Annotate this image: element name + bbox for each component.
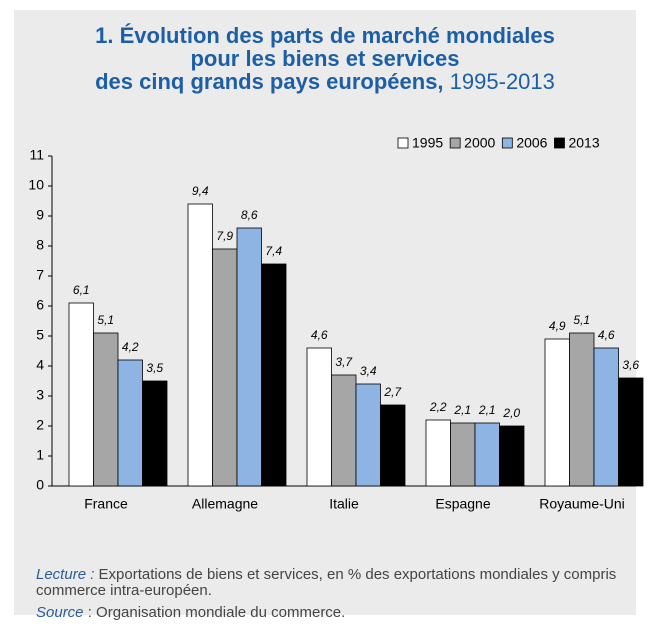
bar xyxy=(380,404,406,487)
bar xyxy=(117,359,143,487)
note: Source : Organisation mondiale du commer… xyxy=(36,605,620,621)
bar xyxy=(261,263,287,487)
y-tick-label: 7 xyxy=(36,267,44,283)
y-tick-label: 5 xyxy=(36,327,44,343)
bar xyxy=(474,422,500,487)
x-tick-label: France xyxy=(84,496,128,512)
note-label: Lecture : xyxy=(36,566,95,583)
note-text: Exportations de biens et services, en % … xyxy=(36,566,617,599)
title-line: pour les biens et services xyxy=(190,46,460,71)
y-tick-label: 6 xyxy=(36,297,44,313)
legend-swatch xyxy=(554,137,565,149)
legend-swatch xyxy=(449,137,461,149)
y-tick-label: 11 xyxy=(29,147,44,163)
bar xyxy=(450,422,476,487)
title-line: des cinq grands pays européens, xyxy=(95,69,444,94)
value-label: 4,2 xyxy=(122,340,139,354)
x-tick-label: Allemagne xyxy=(192,496,258,512)
note-label: Source xyxy=(36,604,84,621)
y-tick-label: 1 xyxy=(36,447,44,463)
y-tick-label: 2 xyxy=(36,417,44,433)
bar xyxy=(236,227,262,487)
value-label: 5,1 xyxy=(97,313,114,327)
value-label: 6,1 xyxy=(73,283,90,297)
bar xyxy=(306,347,332,487)
y-tick-label: 3 xyxy=(36,387,44,403)
chart-title: 1. Évolution des parts de marché mondial… xyxy=(14,24,636,93)
value-label: 8,6 xyxy=(241,208,258,222)
note: Lecture : Exportations de biens et servi… xyxy=(36,567,620,599)
legend-label: 2000 xyxy=(464,135,495,151)
value-label: 2,0 xyxy=(502,406,520,420)
bar xyxy=(212,248,238,487)
title-line: 1. Évolution des parts de marché mondial… xyxy=(95,23,555,48)
bar xyxy=(93,332,119,487)
value-label: 4,6 xyxy=(311,328,328,342)
note-text: : Organisation mondiale du commerce. xyxy=(83,604,346,621)
bar xyxy=(499,425,525,487)
legend-label: 1995 xyxy=(412,135,443,151)
bar xyxy=(142,380,168,487)
bar xyxy=(618,377,644,487)
subtitle: 1995-2013 xyxy=(449,69,555,94)
legend-label: 2013 xyxy=(568,135,599,151)
value-label: 5,1 xyxy=(573,313,590,327)
value-label: 9,4 xyxy=(192,184,209,198)
value-label: 3,7 xyxy=(335,355,353,369)
value-label: 4,6 xyxy=(598,328,615,342)
value-label: 2,7 xyxy=(383,385,402,399)
value-label: 4,9 xyxy=(549,319,566,333)
bar xyxy=(544,338,570,487)
legend-label: 2006 xyxy=(516,135,547,151)
y-tick-label: 8 xyxy=(36,237,44,253)
x-tick-label: Italie xyxy=(329,496,359,512)
value-label: 3,6 xyxy=(622,358,639,372)
value-label: 2,1 xyxy=(453,403,471,417)
y-tick-label: 4 xyxy=(36,357,44,373)
bar xyxy=(425,419,451,487)
value-label: 2,2 xyxy=(429,400,447,414)
bar xyxy=(569,332,595,487)
value-label: 3,4 xyxy=(360,364,377,378)
y-tick-label: 9 xyxy=(36,207,44,223)
bar xyxy=(331,374,357,487)
value-label: 7,9 xyxy=(216,229,233,243)
legend-swatch xyxy=(501,137,513,149)
y-tick-label: 0 xyxy=(36,477,44,493)
bar xyxy=(593,347,619,487)
value-label: 2,1 xyxy=(478,403,496,417)
bar xyxy=(68,302,94,487)
x-tick-label: Espagne xyxy=(435,496,490,512)
legend-swatch xyxy=(397,137,409,149)
value-label: 7,4 xyxy=(265,244,282,258)
value-label: 3,5 xyxy=(146,361,163,375)
notes: Lecture : Exportations de biens et servi… xyxy=(36,567,620,627)
y-tick-label: 10 xyxy=(28,177,44,193)
chart-panel xyxy=(14,10,636,615)
x-tick-label: Royaume-Uni xyxy=(539,496,625,512)
bar xyxy=(187,203,213,487)
bar xyxy=(355,383,381,487)
